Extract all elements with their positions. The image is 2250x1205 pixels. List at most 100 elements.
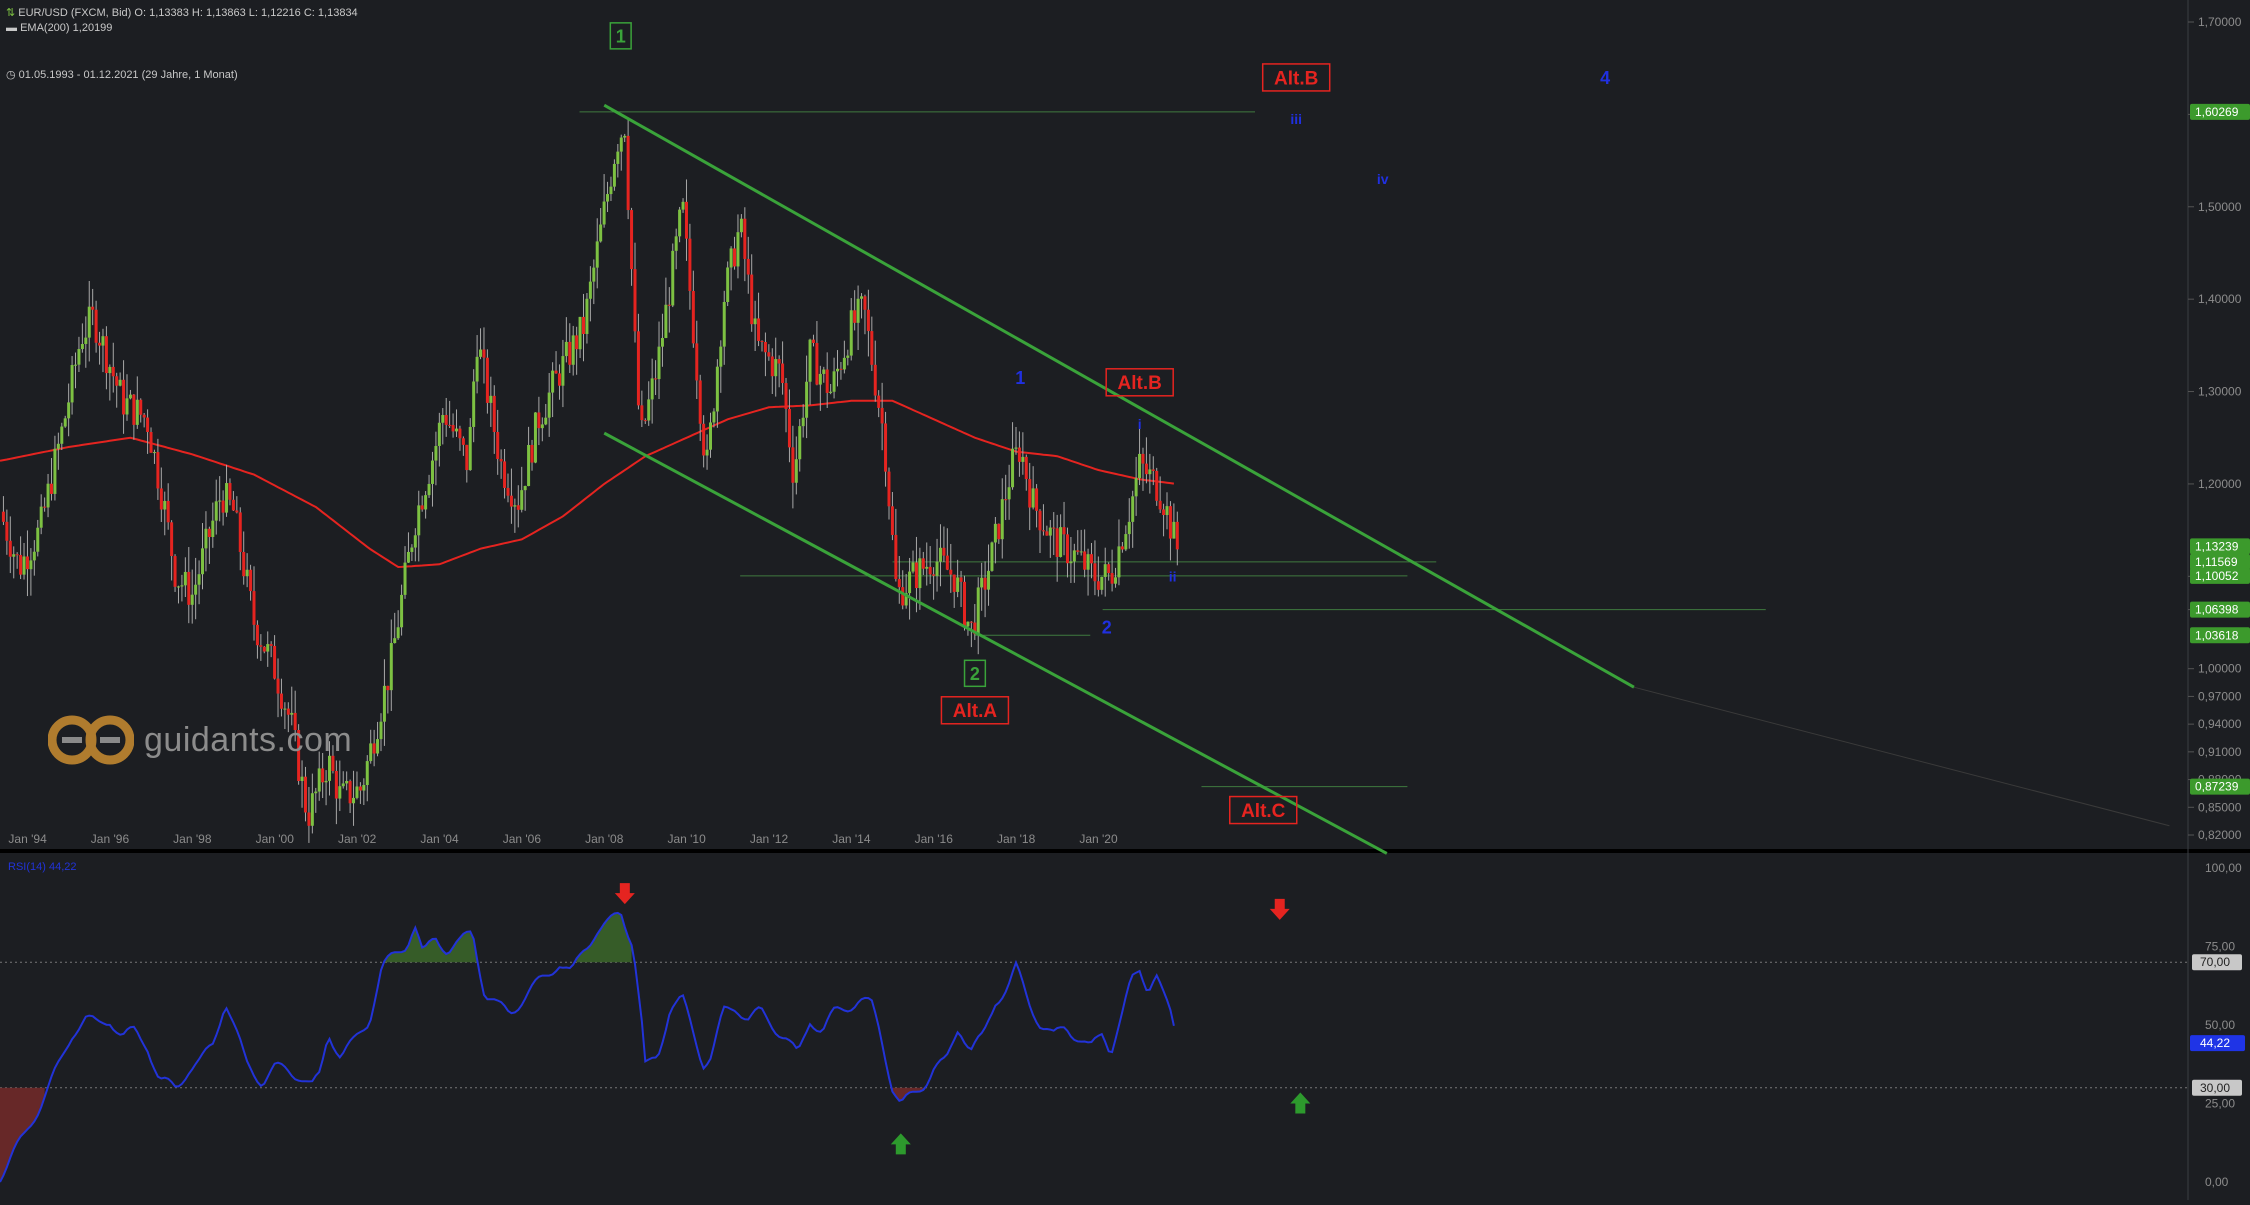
candle-body <box>1014 447 1018 449</box>
candle-body <box>880 407 884 424</box>
candle-body <box>472 381 476 427</box>
rsi-y-tick-label: 75,00 <box>2205 940 2235 954</box>
instrument-header: ⇅ EUR/USD (FXCM, Bid) O: 1,13383 H: 1,13… <box>6 6 358 19</box>
candle-body <box>1141 453 1145 464</box>
candle-body <box>623 135 627 138</box>
candle-body <box>815 342 819 385</box>
candle-body <box>125 398 129 415</box>
candle-body <box>794 459 798 483</box>
candle-body <box>1148 469 1152 475</box>
x-tick-label: Jan '98 <box>173 832 212 846</box>
x-tick-label: Jan '06 <box>503 832 542 846</box>
rsi-y-tick-label: 100,00 <box>2205 861 2242 875</box>
candle-body <box>496 431 500 459</box>
candle-body <box>554 370 558 374</box>
candle-body <box>242 551 246 577</box>
candle-body <box>424 495 428 510</box>
candle-body <box>602 201 606 225</box>
candle-body <box>925 566 929 569</box>
candle-body <box>108 366 112 374</box>
wave-label-box <box>963 659 987 688</box>
candle-body <box>262 646 266 652</box>
candle-body <box>571 335 575 365</box>
candle-body <box>636 331 640 406</box>
candle-body <box>657 346 661 380</box>
x-tick-label: Jan '18 <box>997 832 1036 846</box>
candle-body <box>513 505 517 507</box>
candle-body <box>557 373 561 386</box>
wave-label-box <box>1229 795 1298 825</box>
instrument-icon: ⇅ <box>6 7 16 19</box>
candle-body <box>406 551 410 563</box>
candle-body <box>324 780 328 783</box>
candle-body <box>849 310 853 356</box>
candle-body <box>317 768 321 792</box>
candle-body <box>523 486 527 491</box>
date-range-label: 01.05.1993 - 01.12.2021 <box>18 69 139 81</box>
candle-body <box>207 528 211 537</box>
price-label-badge <box>2190 778 2250 795</box>
candle-body <box>856 298 860 323</box>
candle-body <box>214 501 218 521</box>
price-label-text: 1,13239 <box>2195 539 2239 553</box>
rsi-y-tick-label: 50,00 <box>2205 1018 2235 1032</box>
rsi-overbought-fill <box>576 912 632 963</box>
candle-body <box>544 417 548 425</box>
wave-label-box <box>609 22 632 50</box>
ohlc-close: C: 1,13834 <box>303 7 358 19</box>
candle-body <box>739 218 743 233</box>
candle-body <box>890 506 894 535</box>
candle-body <box>135 399 139 425</box>
candle-body <box>345 780 349 784</box>
y-tick-label: 1,70000 <box>2198 15 2242 29</box>
candle-body <box>729 248 733 268</box>
candle-body <box>509 495 513 507</box>
candle-body <box>410 547 414 552</box>
candle-body <box>818 373 822 385</box>
candle-body <box>465 444 469 471</box>
candle-body <box>942 547 946 556</box>
candle-body <box>228 483 232 500</box>
ema200-line <box>0 399 1175 569</box>
candle-body <box>303 776 307 813</box>
candle-body <box>784 383 788 410</box>
x-tick-label: Jan '00 <box>256 832 295 846</box>
x-tick-label: Jan '04 <box>420 832 459 846</box>
candle-body <box>684 201 688 239</box>
candle-body <box>80 343 84 350</box>
candle-body <box>211 520 215 537</box>
candle-body <box>588 281 592 299</box>
candle-body <box>355 786 359 798</box>
candle-body <box>774 359 778 377</box>
candle-body <box>149 431 153 453</box>
candle-body <box>575 335 579 350</box>
candle-body <box>279 693 283 709</box>
candle-body <box>585 298 589 334</box>
x-tick-label: Jan '16 <box>915 832 954 846</box>
candle-body <box>1158 500 1162 510</box>
instrument-label: EUR/USD (FXCM, Bid) <box>18 7 132 19</box>
candle-body <box>358 786 362 791</box>
candle-body <box>1172 521 1176 539</box>
candle-body <box>420 505 424 510</box>
candle-body <box>928 566 932 575</box>
price-label-badge <box>2190 601 2250 618</box>
candle-body <box>338 786 342 799</box>
candle-body <box>1096 581 1100 590</box>
candle-body <box>564 341 568 357</box>
candle-body <box>709 422 713 450</box>
candle-body <box>146 417 150 432</box>
candle-body <box>115 376 119 386</box>
candle-body <box>455 428 459 432</box>
candle-body <box>300 776 304 782</box>
wave-label: Alt.C <box>1241 801 1286 822</box>
ohlc-high: H: 1,13863 <box>191 7 246 19</box>
candle-body <box>901 587 905 606</box>
candle-body <box>32 551 36 561</box>
candle-body <box>664 304 668 338</box>
candle-body <box>993 523 997 543</box>
price-label-badge <box>2190 567 2250 584</box>
candle-body <box>166 500 170 523</box>
candle-body <box>811 339 815 343</box>
